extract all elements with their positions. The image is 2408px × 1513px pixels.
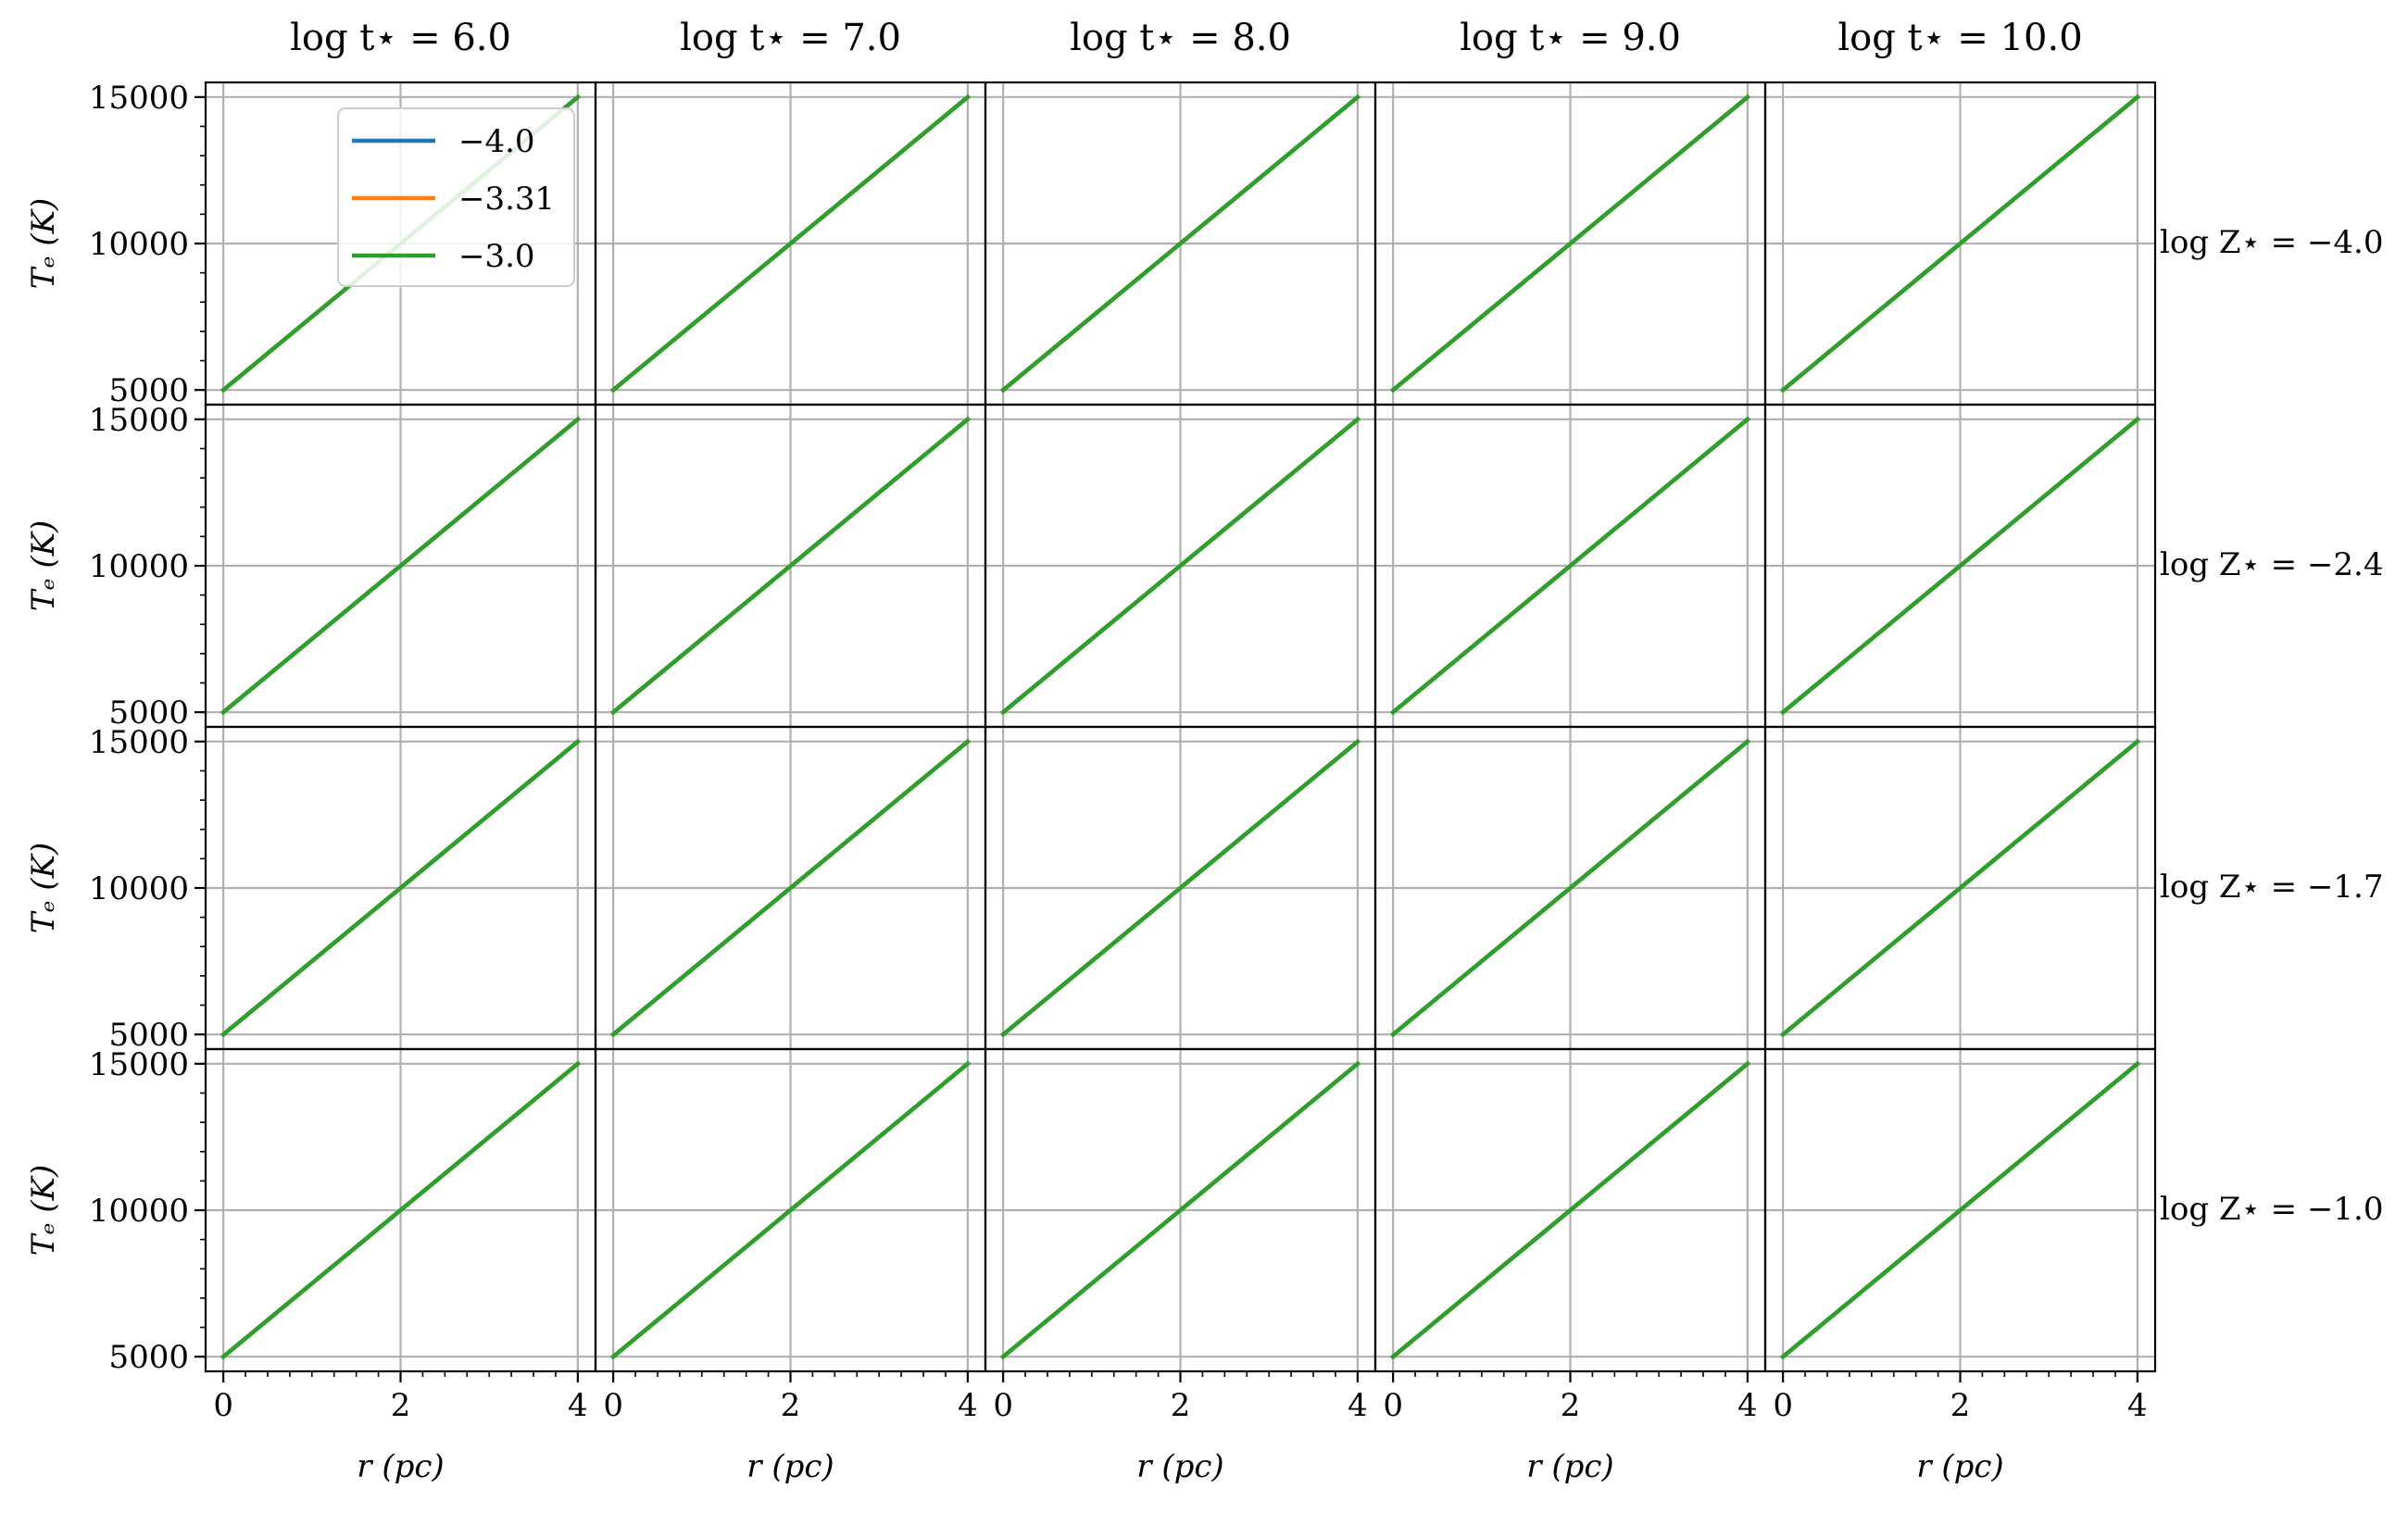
series-line-2	[999, 416, 1361, 716]
column-title: log t⋆ = 6.0	[290, 17, 511, 59]
x-tick-label: 4	[1348, 1387, 1368, 1424]
y-tick-label: 5000	[108, 372, 189, 409]
series-line-2	[1389, 416, 1751, 716]
series-line-2	[1389, 94, 1751, 394]
series-line-2	[999, 94, 1361, 394]
legend: −4.0 −3.31 −3.0	[337, 107, 575, 287]
y-tick-label: 10000	[89, 226, 189, 263]
legend-label-2: −3.0	[458, 238, 535, 275]
legend-box	[337, 107, 575, 287]
column-title: log t⋆ = 8.0	[1070, 17, 1291, 59]
panel-r1-c0: 5000 10000 15000 Tₑ (K)	[25, 402, 597, 731]
legend-label-0: −4.0	[458, 123, 535, 160]
x-axis-label: r (pc)	[746, 1448, 834, 1485]
series-line-2	[1779, 738, 2141, 1038]
column-title: log t⋆ = 9.0	[1460, 17, 1681, 59]
y-axis-label: Tₑ (K)	[25, 843, 62, 934]
y-tick-label: 5000	[108, 1339, 189, 1376]
series-line-2	[609, 94, 972, 394]
x-axis-label: r (pc)	[1916, 1448, 2003, 1485]
series-line-2	[1389, 738, 1751, 1038]
row-title: log Z⋆ = −1.7	[2160, 869, 2384, 906]
x-tick-label: 4	[568, 1387, 588, 1424]
x-tick-label: 2	[781, 1387, 801, 1424]
x-tick-label: 0	[993, 1387, 1013, 1424]
series-line-2	[999, 1060, 1361, 1360]
row-title: log Z⋆ = −2.4	[2160, 546, 2384, 583]
y-tick-label: 10000	[89, 870, 189, 907]
y-tick-label: 5000	[108, 694, 189, 731]
panel-r3-c4: 0 2 4 r (pc) log Z⋆ = −1.0	[1763, 1047, 2384, 1485]
series-line-2	[1779, 1060, 2141, 1360]
x-tick-label: 0	[213, 1387, 233, 1424]
x-tick-label: 0	[1773, 1387, 1793, 1424]
x-tick-label: 4	[958, 1387, 978, 1424]
x-axis-label: r (pc)	[1136, 1448, 1223, 1485]
series-line-2	[219, 416, 582, 716]
panel-r0-c3: log t⋆ = 9.0	[1373, 17, 1767, 406]
x-tick-label: 2	[391, 1387, 411, 1424]
y-tick-label: 10000	[89, 548, 189, 585]
panel-r3-c3: 0 2 4 r (pc)	[1373, 1047, 1767, 1485]
y-tick-label: 15000	[89, 80, 189, 117]
y-tick-label: 15000	[89, 724, 189, 761]
series-line-2	[219, 738, 582, 1038]
column-title: log t⋆ = 7.0	[680, 17, 901, 59]
panel-r0-c2: log t⋆ = 8.0	[984, 17, 1377, 406]
row-title: log Z⋆ = −4.0	[2160, 224, 2384, 261]
legend-label-1: −3.31	[458, 181, 555, 218]
x-tick-label: 2	[1950, 1387, 1971, 1424]
panel-r0-c4: log t⋆ = 10.0 log Z⋆ = −4.0	[1763, 17, 2384, 406]
panel-r3-c2: 0 2 4 r (pc)	[984, 1047, 1377, 1485]
series-line-2	[1779, 94, 2141, 394]
y-tick-label: 5000	[108, 1017, 189, 1054]
column-title: log t⋆ = 10.0	[1837, 17, 2082, 59]
series-line-2	[999, 738, 1361, 1038]
row-title: log Z⋆ = −1.0	[2160, 1191, 2384, 1228]
series-line-2	[1779, 416, 2141, 716]
panel-r3-c0: 5000 10000 15000 Tₑ (K) 0 2 4 r (pc)	[25, 1046, 597, 1485]
y-axis-label: Tₑ (K)	[25, 1165, 62, 1257]
series-line-2	[609, 738, 972, 1038]
y-tick-label: 15000	[89, 1046, 189, 1083]
y-tick-label: 10000	[89, 1193, 189, 1230]
y-tick-label: 15000	[89, 402, 189, 439]
series-line-2	[219, 1060, 582, 1360]
series-line-2	[609, 1060, 972, 1360]
series-line-2	[1389, 1060, 1751, 1360]
y-axis-label: Tₑ (K)	[25, 198, 62, 290]
panel-r2-c0: 5000 10000 15000 Tₑ (K)	[25, 724, 597, 1054]
x-tick-label: 0	[603, 1387, 623, 1424]
x-axis-label: r (pc)	[1526, 1448, 1613, 1485]
x-tick-label: 2	[1171, 1387, 1191, 1424]
x-tick-label: 2	[1561, 1387, 1581, 1424]
y-axis-label: Tₑ (K)	[25, 520, 62, 612]
panel-r1-c4: log Z⋆ = −2.4	[1763, 403, 2384, 729]
series-line-2	[609, 416, 972, 716]
x-tick-label: 4	[1737, 1387, 1758, 1424]
panel-grid: 5000 10000 15000 Tₑ (K) log t⋆ = 6.0 log t⋆ =…	[25, 17, 2384, 1485]
x-tick-label: 4	[2127, 1387, 2148, 1424]
x-axis-label: r (pc)	[357, 1448, 444, 1485]
x-tick-label: 0	[1383, 1387, 1403, 1424]
